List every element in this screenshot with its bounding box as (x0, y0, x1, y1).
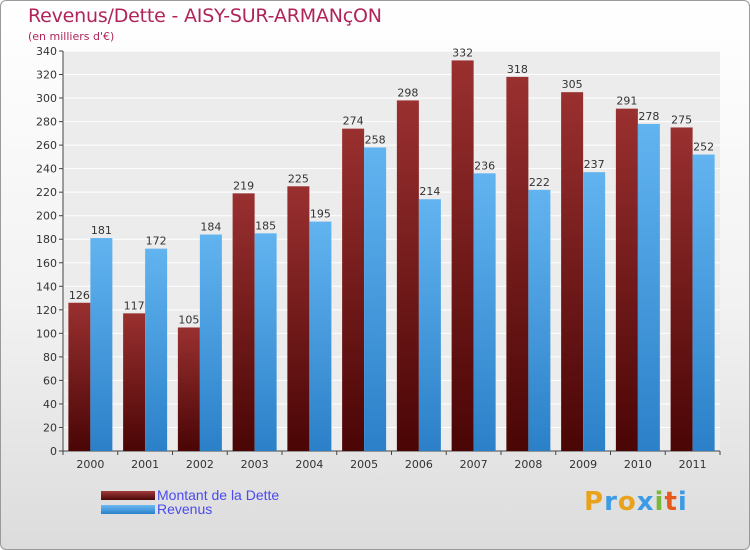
y-tick-label: 220 (36, 186, 57, 199)
data-label: 318 (507, 63, 528, 76)
data-label: 305 (562, 78, 583, 91)
proxiti-logo: Proxiti (584, 487, 688, 517)
bar-dette (396, 100, 419, 451)
y-tick-label: 60 (43, 374, 57, 387)
bar-dette (68, 302, 91, 451)
bar-dette (177, 327, 200, 451)
bar-revenus (145, 248, 168, 451)
x-tick-label: 2005 (350, 458, 378, 471)
legend-swatch-revenus (101, 504, 155, 514)
chart-subtitle: (en milliers d'€) (28, 30, 115, 43)
bar-revenus (254, 233, 277, 451)
y-tick-label: 80 (43, 351, 57, 364)
data-label: 181 (91, 224, 112, 237)
data-label: 117 (124, 299, 145, 312)
y-tick-label: 100 (36, 327, 57, 340)
bar-revenus (309, 221, 332, 451)
chart-title: Revenus/Dette - AISY-SUR-ARMANçON (28, 5, 382, 27)
data-label: 278 (638, 110, 659, 123)
y-tick-label: 240 (36, 163, 57, 176)
y-tick-label: 140 (36, 280, 57, 293)
data-label: 332 (452, 46, 473, 59)
y-tick-label: 340 (36, 45, 57, 58)
x-tick-label: 2001 (131, 458, 159, 471)
data-label: 222 (529, 176, 550, 189)
legend-label-revenus: Revenus (157, 501, 213, 517)
x-tick-label: 2009 (569, 458, 597, 471)
bar-revenus (637, 123, 660, 452)
data-label: 275 (671, 113, 692, 126)
x-tick-label: 2010 (624, 458, 652, 471)
bar-dette (451, 60, 474, 451)
data-label: 274 (343, 115, 364, 128)
legend-swatch-dette (101, 490, 155, 500)
y-tick-label: 20 (43, 421, 57, 434)
bar-revenus (692, 154, 715, 451)
bar-revenus (364, 147, 387, 451)
data-label: 219 (233, 179, 254, 192)
y-tick-label: 300 (36, 92, 57, 105)
y-tick-label: 200 (36, 210, 57, 223)
data-label: 298 (397, 86, 418, 99)
legend-item-dette: Montant de la Dette (101, 487, 280, 503)
data-label: 172 (146, 235, 167, 248)
bar-dette (123, 313, 146, 451)
x-tick-label: 2006 (405, 458, 433, 471)
y-tick-label: 260 (36, 139, 57, 152)
data-label: 195 (310, 208, 331, 221)
data-label: 236 (474, 159, 495, 172)
plot-area (63, 51, 720, 451)
y-tick-label: 280 (36, 116, 57, 129)
bar-dette (561, 92, 584, 452)
legend-label-dette: Montant de la Dette (157, 487, 280, 503)
y-tick-label: 160 (36, 257, 57, 270)
bar-dette (670, 127, 693, 452)
legend-item-revenus: Revenus (101, 501, 213, 517)
bar-dette (506, 76, 529, 451)
bar-revenus (418, 199, 441, 451)
data-label: 185 (255, 219, 276, 232)
logo-letter: i (654, 487, 665, 517)
y-tick-label: 180 (36, 233, 57, 246)
logo-letter: o (617, 487, 637, 517)
logo-letter: i (677, 487, 688, 517)
data-label: 252 (693, 141, 714, 154)
x-tick-label: 2007 (460, 458, 488, 471)
bar-revenus (528, 189, 551, 451)
logo-letter: r (604, 487, 618, 517)
x-tick-label: 2002 (186, 458, 214, 471)
logo-letter: t (664, 487, 678, 517)
bar-revenus (583, 172, 606, 452)
bar-dette (342, 128, 365, 451)
bar-revenus (473, 173, 496, 451)
data-label: 184 (200, 221, 221, 234)
bar-dette (232, 193, 255, 451)
data-label: 225 (288, 172, 309, 185)
x-tick-label: 2008 (514, 458, 542, 471)
x-tick-label: 2000 (76, 458, 104, 471)
data-label: 258 (365, 133, 386, 146)
data-label: 214 (419, 185, 440, 198)
y-tick-label: 40 (43, 398, 57, 411)
y-tick-label: 120 (36, 304, 57, 317)
data-label: 237 (584, 158, 605, 171)
logo-letter: P (584, 487, 605, 517)
x-tick-label: 2011 (679, 458, 707, 471)
data-label: 105 (178, 313, 199, 326)
x-tick-label: 2004 (295, 458, 323, 471)
bar-revenus (199, 234, 222, 451)
logo-letter: x (636, 487, 655, 517)
y-tick-label: 0 (50, 445, 57, 458)
y-tick-label: 320 (36, 69, 57, 82)
data-label: 291 (616, 95, 637, 108)
bar-dette (287, 186, 310, 451)
bar-revenus (90, 238, 113, 451)
x-tick-label: 2003 (241, 458, 269, 471)
data-label: 126 (69, 289, 90, 302)
bar-dette (615, 108, 638, 451)
